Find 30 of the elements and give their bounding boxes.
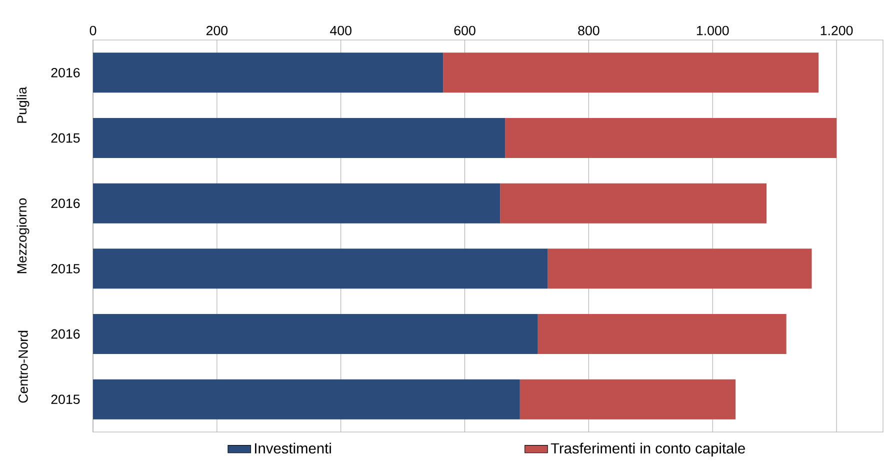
bar (500, 183, 767, 224)
x-tick-label: 200 (206, 26, 228, 36)
text: Puglia (16, 86, 30, 123)
y-tick-label: 2015 (51, 133, 80, 143)
bar (93, 118, 506, 158)
bar (443, 52, 819, 93)
x-tick-label: 0 (90, 26, 96, 36)
legend-label: Trasferimenti in conto capitale (550, 442, 745, 456)
x-tick-label: 400 (330, 26, 352, 36)
bar (505, 118, 837, 158)
x-tick-label: 1.200 (820, 26, 853, 36)
y-tick-label: 2016 (51, 198, 80, 208)
y-tick-label: 2015 (51, 264, 80, 274)
bar (93, 183, 500, 224)
x-tick-label: 1.000 (696, 26, 729, 36)
y-tick-label: 2016 (51, 329, 80, 339)
text: Mezzogiorno (16, 198, 30, 274)
bar (548, 248, 812, 289)
x-tick-label: 800 (578, 26, 600, 36)
text: Centro-Nord (18, 330, 28, 403)
bar (93, 314, 538, 354)
bar (93, 248, 548, 289)
bar (93, 379, 520, 420)
legend-label: Investimenti (255, 442, 331, 454)
x-tick-label: 600 (454, 26, 476, 36)
bar (520, 379, 736, 420)
y-tick-label: 2015 (51, 394, 80, 404)
bar (538, 314, 786, 354)
bar (93, 52, 444, 93)
y-tick-label: 2016 (51, 68, 80, 78)
